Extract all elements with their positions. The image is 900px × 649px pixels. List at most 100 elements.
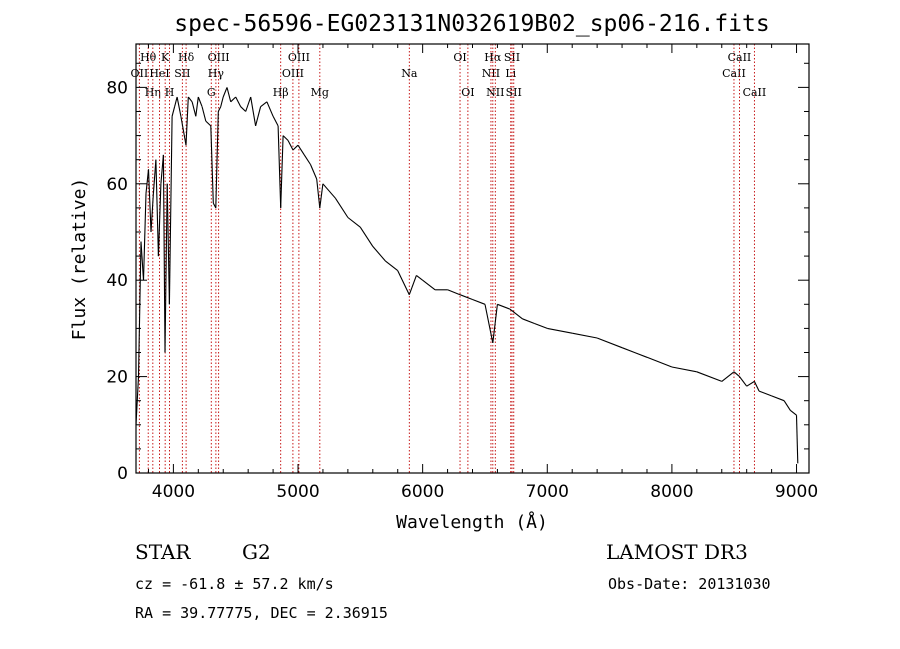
x-tick-label: 6000 bbox=[401, 482, 444, 502]
survey-label: LAMOST DR3 bbox=[606, 540, 748, 564]
chart-title: spec-56596-EG023131N032619B02_sp06-216.f… bbox=[174, 11, 769, 37]
flux-segment bbox=[140, 241, 145, 281]
x-tick-label: 5000 bbox=[276, 482, 319, 502]
flux-segment bbox=[280, 135, 284, 208]
marker-label: OIII bbox=[208, 51, 230, 64]
y-tick-label: 20 bbox=[106, 368, 128, 388]
marker-label: Hβ bbox=[273, 86, 289, 99]
marker-label: H bbox=[165, 86, 175, 99]
flux-segment bbox=[166, 183, 170, 305]
flux-segment bbox=[292, 144, 299, 151]
flux-segment bbox=[753, 381, 760, 392]
flux-segment bbox=[277, 125, 282, 208]
flux-segment bbox=[152, 159, 157, 194]
flux-segment bbox=[303, 154, 311, 165]
flux-segment bbox=[287, 140, 294, 151]
marker-label: SII bbox=[174, 67, 190, 80]
obs-date: Obs-Date: 20131030 bbox=[608, 575, 771, 593]
y-tick-label: 0 bbox=[117, 464, 128, 484]
flux-segment bbox=[758, 390, 772, 397]
flux-segment bbox=[447, 289, 461, 296]
flux-segment bbox=[145, 169, 150, 194]
flux-segment bbox=[195, 96, 199, 117]
flux-segment bbox=[147, 169, 152, 233]
flux-segment bbox=[422, 279, 436, 291]
marker-label: SII bbox=[504, 51, 520, 64]
flux-segment bbox=[191, 101, 197, 117]
flux-segment bbox=[459, 294, 473, 301]
flux-segment bbox=[646, 356, 673, 368]
y-tick-label: 60 bbox=[106, 175, 128, 195]
y-axis: 0 20 40 60 80 bbox=[106, 62, 809, 484]
flux-segment bbox=[187, 96, 193, 103]
flux-segment bbox=[397, 270, 410, 295]
marker-label: Hη bbox=[145, 86, 161, 99]
flux-segment bbox=[217, 106, 222, 112]
marker-label: SII bbox=[506, 86, 522, 99]
flux-segment bbox=[210, 125, 214, 204]
y-tick-label: 80 bbox=[106, 78, 128, 98]
marker-label: G bbox=[207, 86, 216, 99]
class-label: STAR bbox=[135, 540, 191, 564]
flux-segment bbox=[282, 135, 289, 141]
marker-label: Hα bbox=[484, 51, 502, 64]
flux-segment bbox=[222, 87, 228, 98]
subclass-label: G2 bbox=[242, 540, 271, 564]
flux-segment bbox=[696, 371, 722, 382]
x-tick-label: 8000 bbox=[650, 482, 693, 502]
flux-segment bbox=[162, 154, 166, 353]
flux-segment bbox=[384, 260, 399, 272]
flux-segment bbox=[309, 164, 318, 180]
flux-segment bbox=[733, 371, 740, 378]
marker-label: Na bbox=[401, 67, 418, 80]
marker-label: OI bbox=[453, 51, 466, 64]
flux-segment bbox=[359, 226, 374, 247]
flux-segment bbox=[746, 380, 755, 387]
flux-segment bbox=[789, 409, 797, 416]
radec-line: RA = 39.77775, DEC = 2.36915 bbox=[135, 604, 388, 622]
flux-segment bbox=[171, 106, 176, 117]
flux-segment bbox=[472, 298, 486, 305]
flux-segment bbox=[176, 96, 182, 117]
cz-line: cz = -61.8 ± 57.2 km/s bbox=[135, 575, 334, 593]
flux-segment bbox=[157, 183, 162, 257]
flux-segment bbox=[334, 197, 349, 218]
flux-segment bbox=[319, 183, 324, 208]
flux-segment bbox=[408, 275, 417, 295]
flux-segment bbox=[150, 193, 154, 233]
flux-segment bbox=[347, 217, 361, 228]
flux-segment bbox=[137, 241, 142, 377]
flux-segment bbox=[795, 415, 799, 464]
flux-segment bbox=[235, 96, 242, 107]
marker-label: K bbox=[161, 51, 170, 64]
marker-label: OIII bbox=[282, 67, 304, 80]
flux-segment bbox=[416, 274, 423, 281]
y-tick-label: 40 bbox=[106, 271, 128, 291]
flux-segment bbox=[572, 332, 598, 339]
x-axis-label: Wavelength (Å) bbox=[396, 511, 548, 533]
flux-segment bbox=[168, 116, 173, 305]
marker-label: CaII bbox=[728, 51, 752, 64]
x-tick-label: 4000 bbox=[152, 482, 195, 502]
flux-segment bbox=[322, 183, 336, 199]
x-axis: 4000 5000 6000 7000 8000 9000 bbox=[147, 44, 818, 502]
flux-segment bbox=[497, 303, 511, 310]
marker-label: NII bbox=[486, 86, 504, 99]
flux-series bbox=[135, 87, 799, 464]
flux-segment bbox=[316, 178, 321, 208]
flux-segment bbox=[297, 144, 305, 156]
flux-segment bbox=[180, 116, 187, 146]
y-axis-label: Flux (relative) bbox=[69, 178, 90, 341]
marker-label: Hδ bbox=[178, 51, 195, 64]
flux-segment bbox=[215, 111, 219, 208]
marker-label: CaII bbox=[743, 86, 767, 99]
flux-segment bbox=[522, 318, 535, 325]
flux-segment bbox=[174, 96, 178, 107]
plot-frame bbox=[135, 43, 810, 474]
x-tick-label: 7000 bbox=[526, 482, 569, 502]
marker-label: CaII bbox=[722, 67, 746, 80]
flux-segment bbox=[250, 96, 257, 126]
flux-segment bbox=[484, 304, 494, 344]
marker-label: Li bbox=[505, 67, 516, 80]
